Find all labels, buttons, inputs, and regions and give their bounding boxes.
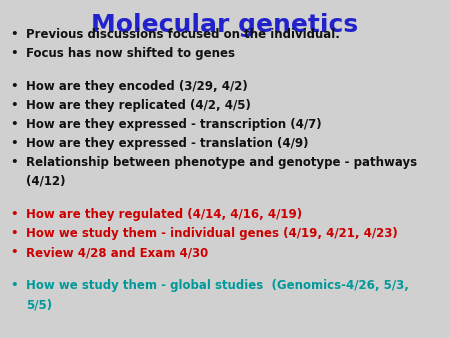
Text: 5/5): 5/5) [26, 298, 52, 311]
Text: Relationship between phenotype and genotype - pathways: Relationship between phenotype and genot… [26, 156, 417, 169]
Text: •: • [10, 137, 18, 150]
Text: •: • [10, 80, 18, 93]
Text: Previous discussions focused on the individual.: Previous discussions focused on the indi… [26, 28, 340, 41]
Text: •: • [10, 118, 18, 131]
Text: •: • [10, 28, 18, 41]
Text: •: • [10, 47, 18, 60]
Text: How we study them - individual genes (4/19, 4/21, 4/23): How we study them - individual genes (4/… [26, 227, 398, 240]
Text: •: • [10, 227, 18, 240]
Text: •: • [10, 208, 18, 221]
Text: •: • [10, 99, 18, 112]
Text: How are they replicated (4/2, 4/5): How are they replicated (4/2, 4/5) [26, 99, 251, 112]
Text: How are they expressed - translation (4/9): How are they expressed - translation (4/… [26, 137, 309, 150]
Text: (4/12): (4/12) [26, 175, 66, 188]
Text: How are they expressed - transcription (4/7): How are they expressed - transcription (… [26, 118, 322, 131]
Text: Focus has now shifted to genes: Focus has now shifted to genes [26, 47, 235, 60]
Text: •: • [10, 246, 18, 259]
Text: How we study them - global studies  (Genomics-4/26, 5/3,: How we study them - global studies (Geno… [26, 279, 409, 292]
Text: Review 4/28 and Exam 4/30: Review 4/28 and Exam 4/30 [26, 246, 208, 259]
Text: Molecular genetics: Molecular genetics [91, 13, 359, 37]
Text: •: • [10, 279, 18, 292]
Text: How are they regulated (4/14, 4/16, 4/19): How are they regulated (4/14, 4/16, 4/19… [26, 208, 302, 221]
Text: •: • [10, 156, 18, 169]
Text: How are they encoded (3/29, 4/2): How are they encoded (3/29, 4/2) [26, 80, 248, 93]
